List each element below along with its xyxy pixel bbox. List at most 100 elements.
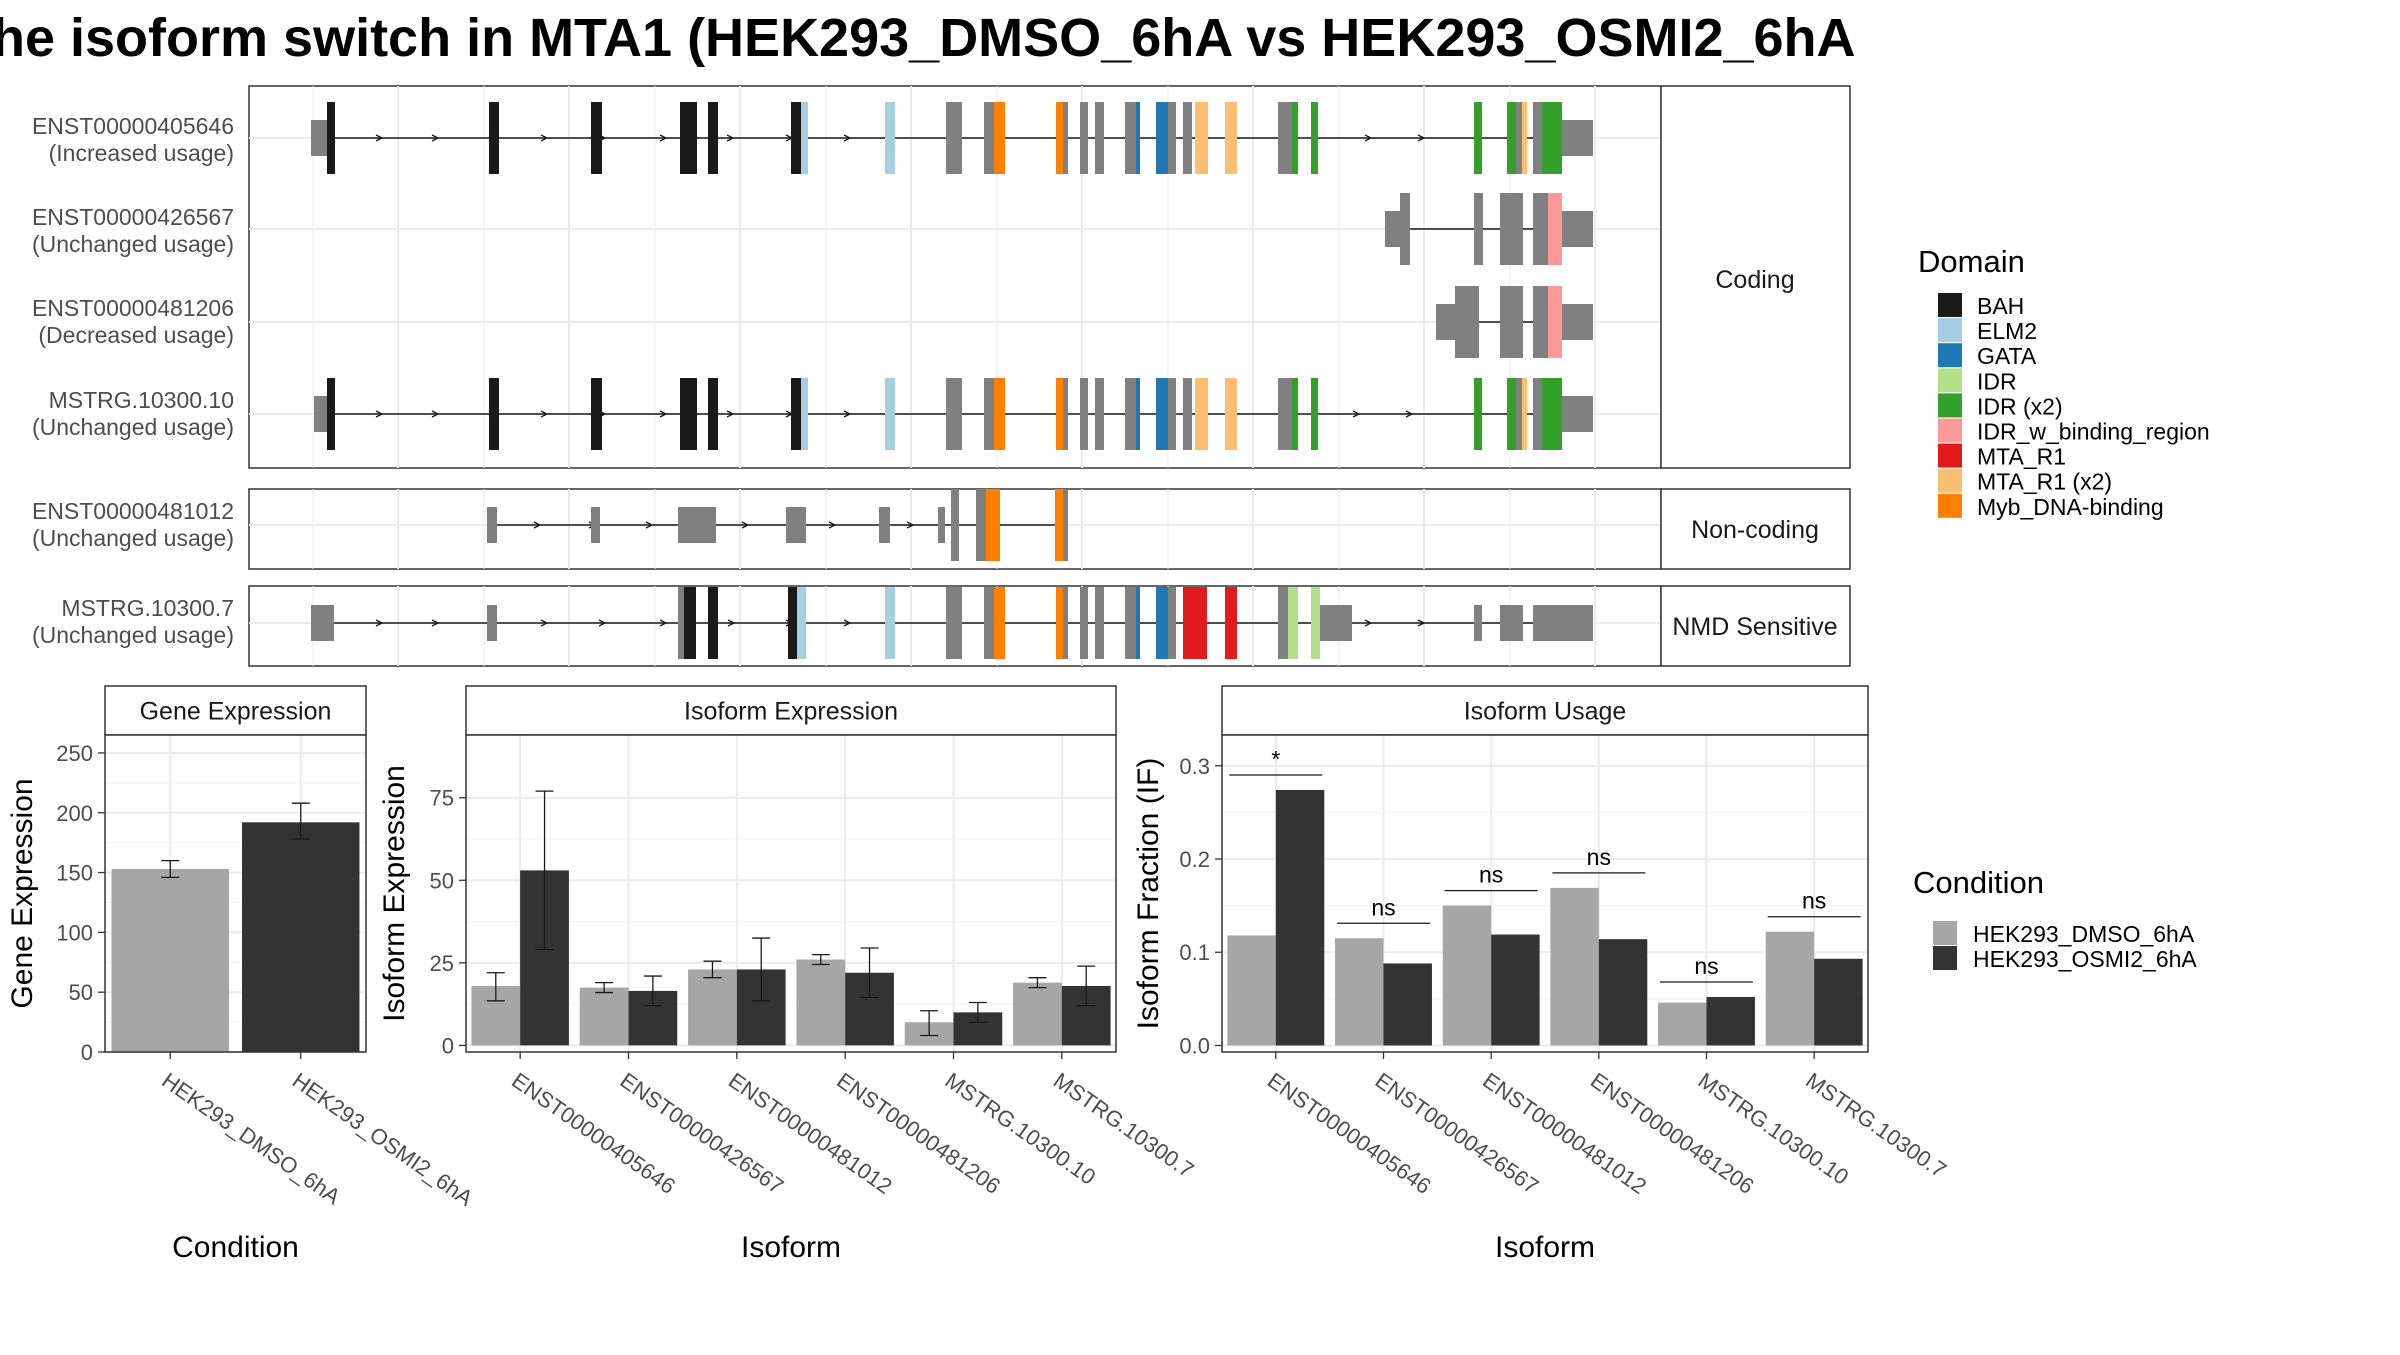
exon-block: [885, 378, 895, 450]
exon-block: [885, 102, 895, 174]
significance-label: ns: [1694, 953, 1718, 979]
bar: [1765, 931, 1815, 1046]
exon-block: [591, 507, 600, 543]
direction-arrow: [431, 410, 440, 418]
exon-block: [1500, 193, 1523, 265]
direction-arrow: [1405, 410, 1414, 418]
direction-arrow: [906, 521, 915, 529]
legend-label: HEK293_DMSO_6hA: [1973, 921, 2195, 947]
exon-block: [1507, 102, 1516, 174]
exon-block: [1063, 102, 1068, 174]
panel-border: [465, 734, 1117, 1053]
bar: [111, 868, 229, 1052]
legend-swatch: [1933, 946, 1957, 970]
bar: [1598, 939, 1648, 1046]
strip-noncoding-label: Non-coding: [1691, 516, 1819, 544]
y-tick-label: 250: [56, 741, 93, 766]
exon-block: [801, 102, 808, 174]
exon-block: [1548, 286, 1562, 358]
exon-block: [1542, 378, 1562, 450]
bar: [688, 969, 737, 1046]
condition-legend-title: Condition: [1913, 865, 2044, 900]
exon-block: [1168, 587, 1176, 659]
legend-swatch: [1938, 493, 1962, 518]
bar: [1442, 905, 1492, 1046]
exon-block: [1562, 211, 1593, 247]
exon-block: [1125, 587, 1136, 659]
bar: [796, 959, 846, 1046]
direction-arrow: [1352, 410, 1361, 418]
row-label-id: ENST00000426567: [32, 204, 234, 230]
direction-arrow: [1364, 134, 1373, 142]
direction-arrow: [645, 521, 654, 529]
direction-arrow: [598, 619, 607, 627]
exon-block: [1474, 378, 1482, 450]
strip-noncoding: [1660, 488, 1851, 570]
exon-block: [1522, 378, 1527, 450]
row-label-id: ENST00000481206: [32, 295, 234, 321]
bar: [1550, 887, 1599, 1046]
exon-block: [1080, 378, 1088, 450]
exon-block: [489, 102, 499, 174]
exon-block: [591, 102, 602, 174]
bar: [1383, 963, 1432, 1046]
row-label-usage: (Increased usage): [49, 140, 234, 166]
direction-arrow: [843, 619, 852, 627]
exon-block: [1516, 102, 1522, 174]
exon-block: [1474, 193, 1483, 265]
exon-block: [946, 102, 962, 174]
isoform-usage-chart: Isoform Usage*nsnsnsnsns0.00.10.20.3ENST…: [1132, 685, 1951, 1264]
exon-block: [327, 102, 335, 174]
strip-coding-label: Coding: [1715, 266, 1794, 294]
exon-block: [1183, 378, 1192, 450]
row-label-id: ENST00000481012: [32, 498, 234, 524]
exon-block: [327, 378, 335, 450]
exon-block: [1533, 193, 1548, 265]
exon-block: [1225, 378, 1237, 450]
direction-arrow: [726, 410, 735, 418]
legend-swatch: [1938, 368, 1962, 393]
exon-block: [1278, 102, 1292, 174]
plot-panel: [466, 735, 1116, 1052]
exon-block: [946, 587, 962, 659]
direction-arrow: [1417, 134, 1426, 142]
legend-swatch: [1938, 418, 1962, 443]
bar: [1013, 982, 1062, 1046]
exon-block: [1192, 587, 1207, 659]
exon-block: [1080, 102, 1088, 174]
exon-block: [1292, 378, 1298, 450]
direction-arrow: [828, 521, 837, 529]
direction-arrow: [375, 619, 384, 627]
y-tick-label: 75: [430, 786, 454, 811]
exon-block: [1136, 587, 1140, 659]
exon-block: [1542, 102, 1562, 174]
row-label-id: MSTRG.10300.7: [61, 595, 234, 621]
exon-block: [1533, 286, 1548, 358]
row-label-usage: (Unchanged usage): [32, 622, 234, 648]
exon-block: [1095, 102, 1104, 174]
exon-block: [984, 587, 994, 659]
exon-block: [1136, 102, 1140, 174]
legend-swatch: [1938, 293, 1962, 317]
direction-arrow: [726, 134, 735, 142]
exon-block: [938, 507, 945, 543]
exon-block: [1063, 489, 1068, 561]
direction-arrow: [375, 134, 384, 142]
direction-arrow: [659, 619, 668, 627]
y-tick-label: 0: [442, 1033, 454, 1058]
direction-arrow: [1417, 619, 1426, 627]
exon-block: [1156, 378, 1168, 450]
strip-nmd-label: NMD Sensitive: [1672, 613, 1837, 641]
exon-block: [1156, 587, 1168, 659]
exon-block: [678, 507, 716, 543]
y-tick-label: 0.0: [1179, 1033, 1210, 1058]
exon-block: [1168, 102, 1176, 174]
legend-label: HEK293_OSMI2_6hA: [1973, 946, 2197, 972]
exon-block: [1055, 489, 1063, 561]
direction-arrow: [843, 134, 852, 142]
exon-block: [1156, 102, 1168, 174]
exon-block: [680, 102, 697, 174]
